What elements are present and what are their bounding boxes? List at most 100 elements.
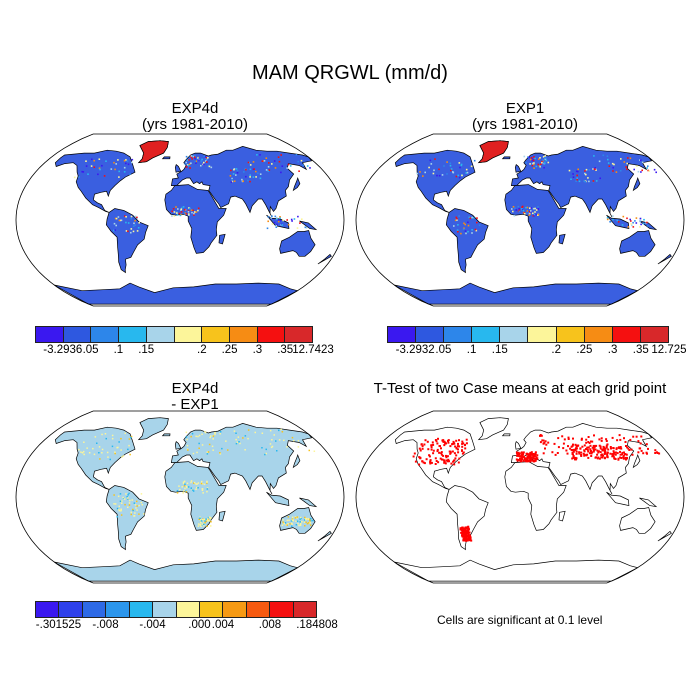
landmass-north-america bbox=[54, 426, 136, 490]
grid-cell bbox=[83, 441, 85, 443]
grid-cell bbox=[88, 452, 91, 454]
grid-cell bbox=[202, 518, 204, 521]
grid-cell bbox=[192, 155, 195, 158]
grid-cell bbox=[535, 165, 538, 168]
colorbar-top-right: -3.2932.05 .1 .15 .2 .25 .3 .35 12.725 bbox=[387, 326, 687, 362]
grid-cell bbox=[101, 448, 104, 451]
grid-cell bbox=[545, 157, 547, 160]
grid-cell bbox=[521, 458, 524, 461]
grid-cell bbox=[261, 432, 264, 434]
grid-cell bbox=[456, 445, 459, 448]
grid-cell bbox=[127, 497, 129, 499]
grid-cell bbox=[614, 451, 617, 454]
grid-cell bbox=[428, 454, 431, 457]
grid-cell bbox=[279, 219, 282, 222]
grid-cell bbox=[291, 525, 293, 527]
landmass-australia bbox=[619, 230, 656, 257]
grid-cell bbox=[633, 168, 635, 171]
grid-cell bbox=[574, 443, 577, 446]
grid-cell bbox=[119, 219, 122, 222]
grid-cell bbox=[623, 437, 625, 440]
grid-cell bbox=[562, 442, 565, 445]
grid-cell bbox=[627, 226, 629, 228]
grid-cell bbox=[530, 456, 533, 459]
grid-cell bbox=[465, 172, 467, 174]
grid-cell bbox=[647, 165, 649, 167]
grid-cell bbox=[245, 168, 247, 171]
grid-cell bbox=[629, 438, 632, 441]
colorbar-tick-label: .000 bbox=[188, 619, 211, 631]
grid-cell bbox=[203, 521, 205, 523]
landmass-eurasia bbox=[170, 146, 313, 218]
grid-cell bbox=[127, 222, 130, 224]
grid-cell bbox=[90, 165, 93, 167]
grid-cell bbox=[640, 223, 642, 226]
grid-cell bbox=[471, 232, 473, 234]
grid-cell bbox=[184, 208, 186, 211]
grid-cell bbox=[460, 163, 463, 166]
grid-cell bbox=[281, 224, 283, 226]
grid-cell bbox=[275, 440, 277, 442]
grid-cell bbox=[195, 211, 198, 213]
grid-cell bbox=[602, 454, 605, 457]
grid-cell bbox=[128, 444, 130, 447]
grid-cell bbox=[107, 456, 109, 458]
grid-cell bbox=[125, 221, 127, 224]
grid-cell bbox=[122, 496, 124, 499]
grid-cell bbox=[464, 539, 467, 542]
grid-cell bbox=[612, 170, 614, 172]
grid-cell bbox=[575, 170, 578, 173]
grid-cell bbox=[468, 538, 471, 541]
grid-cell bbox=[616, 219, 619, 222]
grid-cell bbox=[635, 217, 638, 219]
landmass-indonesia bbox=[606, 491, 630, 507]
grid-cell bbox=[186, 438, 188, 441]
grid-cell bbox=[588, 442, 591, 444]
grid-cell bbox=[463, 537, 466, 540]
grid-cell bbox=[537, 213, 540, 216]
grid-cell bbox=[187, 164, 190, 167]
grid-cell bbox=[609, 221, 612, 223]
grid-cell bbox=[177, 208, 179, 210]
grid-cell bbox=[289, 165, 292, 167]
grid-cell bbox=[288, 519, 290, 521]
grid-cell bbox=[422, 461, 425, 464]
grid-cell bbox=[544, 440, 547, 443]
grid-cell bbox=[529, 207, 531, 209]
grid-cell bbox=[140, 493, 143, 495]
grid-cell bbox=[570, 178, 572, 180]
grid-cell bbox=[605, 444, 608, 447]
grid-cell bbox=[110, 168, 113, 170]
grid-cell bbox=[529, 458, 532, 461]
grid-cell bbox=[530, 210, 532, 212]
grid-cell bbox=[182, 206, 185, 208]
grid-cell bbox=[529, 455, 532, 458]
grid-cell bbox=[207, 157, 209, 159]
landmass-madagascar bbox=[218, 233, 226, 245]
landmass-antarctica bbox=[53, 282, 299, 305]
grid-cell bbox=[118, 219, 121, 222]
grid-cell bbox=[460, 531, 463, 534]
grid-cell bbox=[581, 445, 584, 448]
grid-cell bbox=[440, 451, 443, 454]
grid-cell bbox=[249, 176, 251, 178]
grid-cell bbox=[533, 213, 536, 216]
grid-cell bbox=[435, 460, 438, 462]
colorbar-swatch bbox=[246, 602, 271, 617]
grid-cell bbox=[271, 439, 273, 441]
colorbar-swatch bbox=[59, 602, 83, 617]
grid-cell bbox=[171, 215, 173, 217]
grid-cell bbox=[199, 524, 201, 526]
grid-cell bbox=[236, 169, 239, 172]
grid-cell bbox=[518, 455, 521, 458]
grid-cell bbox=[123, 498, 126, 500]
grid-cell bbox=[475, 229, 478, 232]
grid-cell bbox=[85, 165, 88, 167]
grid-cell bbox=[198, 518, 200, 520]
grid-cell bbox=[623, 161, 626, 163]
grid-cell bbox=[265, 452, 267, 455]
grid-cell bbox=[131, 161, 133, 164]
grid-cell bbox=[453, 225, 455, 227]
grid-cell bbox=[606, 155, 609, 157]
grid-cell bbox=[569, 447, 572, 450]
